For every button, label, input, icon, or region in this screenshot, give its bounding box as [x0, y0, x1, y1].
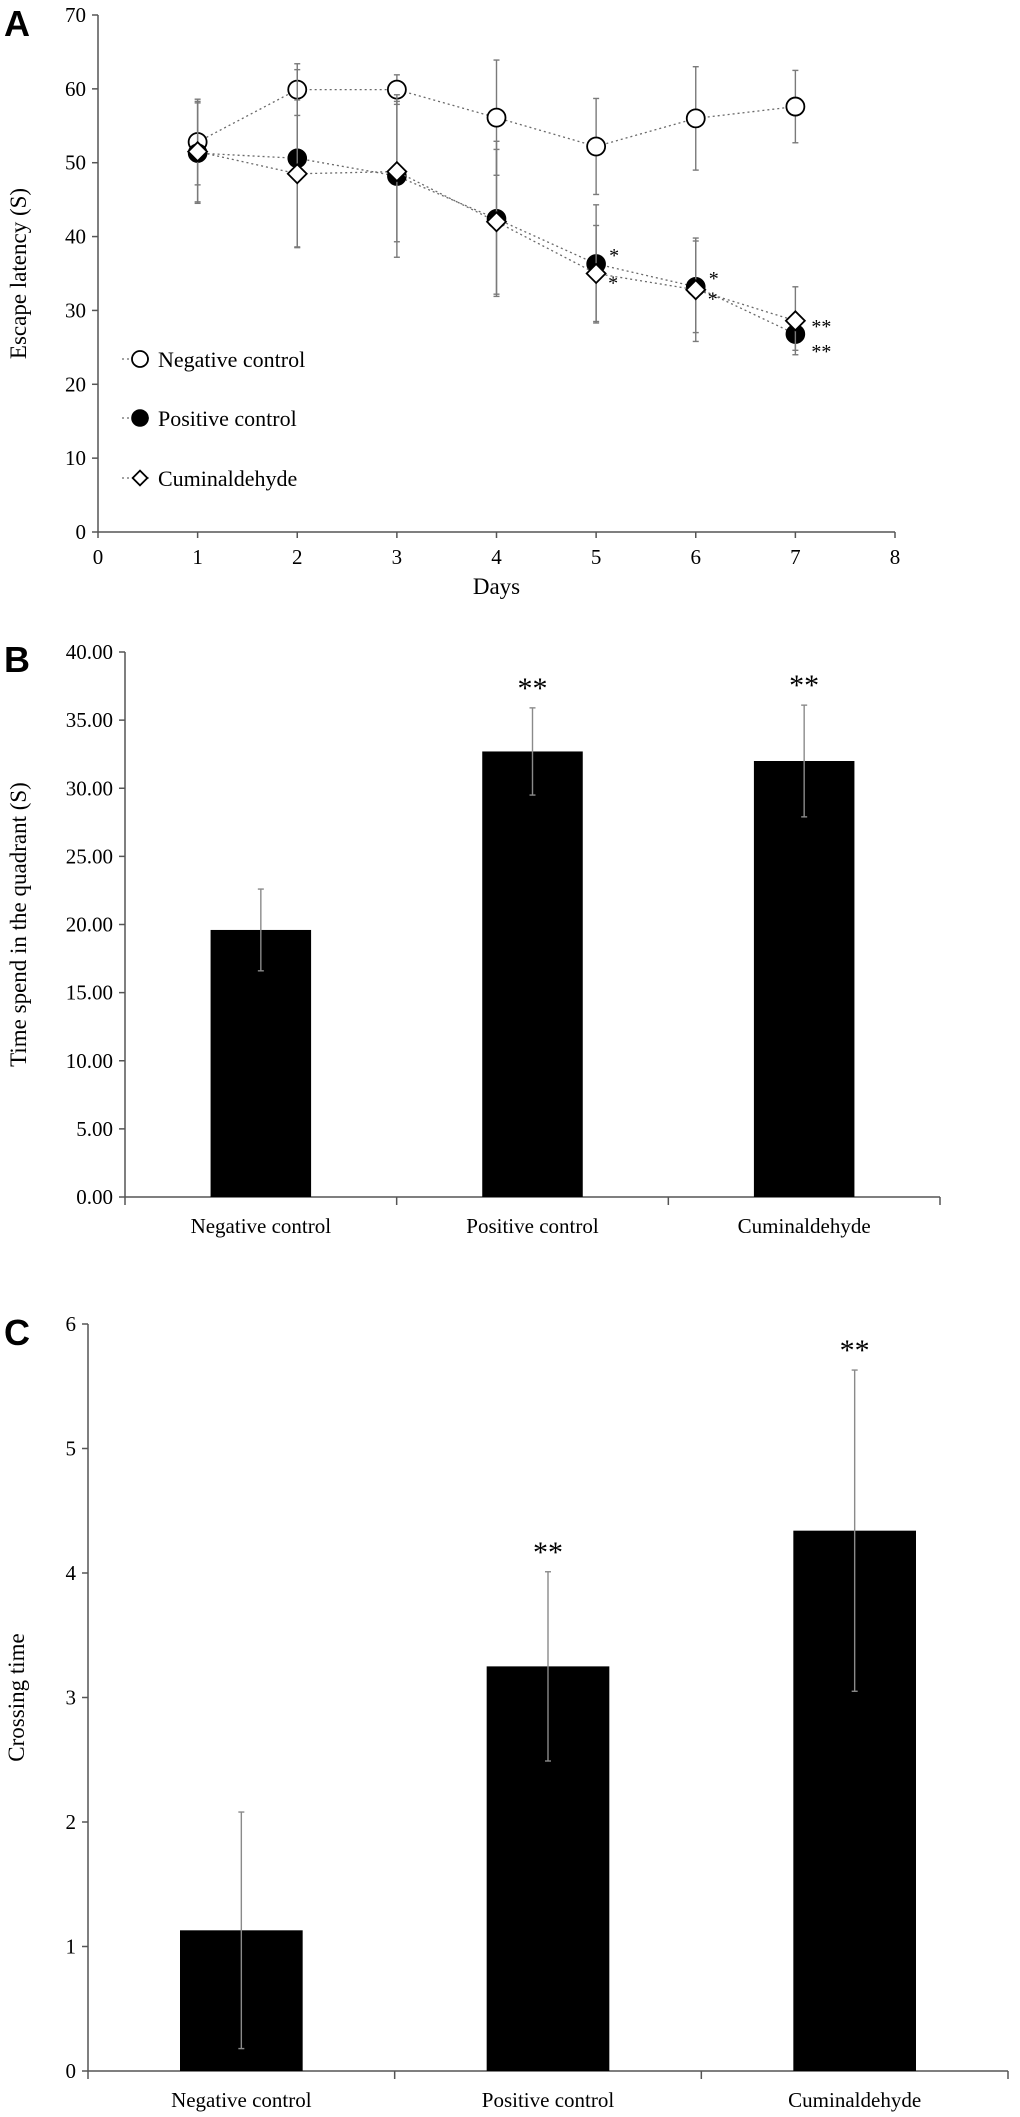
y-tick-label: 6: [66, 1312, 77, 1336]
y-tick-label: 4: [66, 1561, 77, 1585]
significance-marker: *: [609, 245, 619, 267]
y-tick-label: 25.00: [66, 844, 113, 868]
significance-marker: **: [533, 1536, 563, 1569]
y-tick-label: 20: [65, 372, 86, 396]
data-point: [286, 163, 308, 185]
data-point: [784, 310, 807, 332]
y-tick-label: 70: [65, 3, 86, 27]
y-tick-label: 1: [66, 1935, 77, 1959]
bar: [210, 929, 312, 1197]
y-tick-label: 10.00: [66, 1049, 113, 1073]
y-tick-label: 3: [66, 1686, 77, 1710]
data-point: [785, 96, 806, 117]
x-tick-label: 8: [890, 545, 901, 569]
y-tick-label: 60: [65, 77, 86, 101]
significance-marker: **: [789, 669, 819, 702]
x-tick-label: 4: [491, 545, 502, 569]
y-axis-title: Crossing time: [4, 1633, 29, 1761]
x-tick-label: 6: [691, 545, 702, 569]
significance-marker: **: [811, 316, 831, 338]
y-tick-label: 0.00: [76, 1185, 113, 1209]
data-point: [186, 140, 209, 163]
category-label: Cuminaldehyde: [788, 2088, 921, 2112]
x-tick-label: 3: [392, 545, 403, 569]
y-tick-label: 35.00: [66, 708, 113, 732]
y-tick-label: 2: [66, 1810, 77, 1834]
legend-label: Cuminaldehyde: [158, 466, 297, 491]
category-label: Negative control: [171, 2088, 312, 2112]
y-tick-label: 30: [65, 298, 86, 322]
category-label: Positive control: [482, 2088, 615, 2112]
panel-letter-a: A: [4, 3, 30, 44]
x-tick-label: 2: [292, 545, 303, 569]
bar: [753, 761, 855, 1197]
y-tick-label: 20.00: [66, 913, 113, 937]
panel-letter-c: C: [4, 1312, 30, 1353]
y-tick-label: 5.00: [76, 1117, 113, 1141]
y-tick-label: 0: [66, 2059, 77, 2083]
y-tick-label: 50: [65, 151, 86, 175]
legend-marker: [131, 350, 149, 368]
y-tick-label: 5: [66, 1437, 77, 1461]
panel-c-bar-chart: C 0 1 2 3 4 5 6 Crossing time Negative control ** P…: [4, 1312, 1009, 2112]
x-tick-label: 0: [93, 545, 104, 569]
significance-marker: *: [608, 273, 618, 295]
y-axis-title: Time spend in the quadrant (S): [6, 782, 31, 1067]
data-point: [586, 136, 607, 157]
legend-marker: [131, 469, 149, 487]
legend-marker: [131, 409, 149, 427]
x-tick-label: 7: [790, 545, 801, 569]
series-positive-control: ****: [187, 68, 831, 363]
legend-item-3: Cuminaldehyde: [122, 466, 297, 491]
y-tick-label: 0: [76, 520, 87, 544]
legend-label: Positive control: [158, 406, 297, 431]
significance-marker: **: [811, 341, 831, 363]
y-axis-title: Escape latency (S): [6, 188, 31, 359]
significance-marker: *: [708, 289, 718, 311]
category-label: Positive control: [466, 1214, 599, 1238]
data-point: [685, 108, 706, 129]
x-tick-label: 5: [591, 545, 602, 569]
legend-label: Negative control: [158, 347, 305, 372]
panel-letter-b: B: [4, 639, 30, 680]
y-tick-label: 40: [65, 225, 86, 249]
category-label: Negative control: [191, 1214, 332, 1238]
data-point: [685, 279, 707, 301]
legend-item-2: Positive control: [122, 406, 297, 431]
significance-marker: **: [840, 1334, 870, 1367]
significance-marker: **: [518, 672, 548, 705]
data-point: [485, 211, 508, 233]
series-cuminaldehyde: ****: [186, 99, 831, 356]
panel-b-bar-chart: B 0.00 5.00 10.00 15.00 20.00 25.00 30.00 35.00 4…: [4, 639, 941, 1238]
y-tick-label: 10: [65, 446, 86, 470]
significance-marker: *: [709, 268, 719, 290]
y-tick-label: 40.00: [66, 640, 113, 664]
y-tick-label: 30.00: [66, 776, 113, 800]
x-axis-title: Days: [473, 574, 520, 599]
data-point: [486, 107, 507, 128]
x-tick-label: 1: [192, 545, 203, 569]
data-point: [585, 262, 607, 285]
data-point: [386, 160, 408, 183]
category-label: Cuminaldehyde: [738, 1214, 871, 1238]
bar: [482, 751, 583, 1197]
y-tick-label: 15.00: [66, 981, 113, 1005]
legend-item-1: Negative control: [122, 347, 305, 372]
panel-a-line-chart: A 0 10 20 30 40 50 60 70 0 1 2 3 4 5 6 7 8 Days Escape late…: [4, 3, 900, 599]
